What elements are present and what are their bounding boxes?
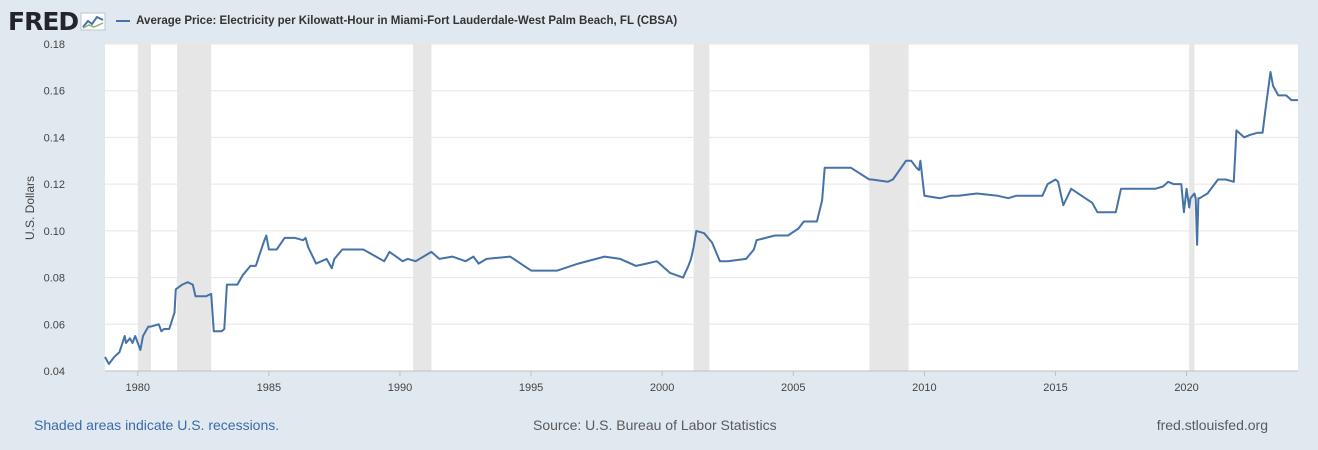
legend-swatch [116, 20, 131, 22]
legend-series-label: Average Price: Electricity per Kilowatt-… [136, 15, 678, 27]
axes: 0.04 0.06 0.08 0.10 0.12 0.14 0.16 0.18 1980 1985… [44, 39, 1298, 394]
recession-band-3 [693, 44, 710, 371]
site-url[interactable]: fred.stlouisfed.org [1156, 417, 1268, 433]
recession-band-5 [1189, 44, 1195, 371]
series-line-0 [104, 71, 1298, 365]
fred-logo-chart-icon [80, 12, 106, 31]
y-tick-label: 0.06 [44, 319, 65, 331]
x-tick-label: 2005 [781, 382, 805, 394]
x-tick-label: 1990 [388, 382, 412, 394]
y-axis-label: U.S. Dollars [23, 176, 37, 240]
x-tick-label: 2015 [1043, 382, 1067, 394]
gridlines [105, 43, 1298, 325]
y-tick-label: 0.14 [44, 132, 65, 144]
fred-logo-text: FRED [8, 6, 79, 36]
x-tick-label: 2020 [1174, 382, 1198, 394]
x-tick-label: 2010 [912, 382, 936, 394]
x-tick-label: 1995 [519, 382, 543, 394]
recession-shading [137, 44, 1195, 371]
recession-band-0 [137, 44, 151, 371]
x-tick-label: 1980 [126, 382, 150, 394]
x-tick-label: 1985 [257, 382, 281, 394]
chart-legend: Average Price: Electricity per Kilowatt-… [116, 15, 677, 27]
series-layer [104, 71, 1298, 365]
chart-header: FRED Average Price: Electricity per Kilo… [8, 6, 677, 36]
x-tick-label: 2000 [650, 382, 674, 394]
recession-band-2 [413, 44, 432, 371]
recession-note[interactable]: Shaded areas indicate U.S. recessions. [34, 417, 280, 433]
y-tick-label: 0.12 [44, 179, 65, 191]
y-tick-label: 0.04 [44, 366, 65, 378]
y-tick-label: 0.18 [44, 39, 65, 51]
chart-area: 0.04 0.06 0.08 0.10 0.12 0.14 0.16 0.18 1980 1985… [23, 39, 1298, 394]
fred-logo[interactable]: FRED [8, 7, 106, 36]
y-tick-label: 0.10 [44, 226, 65, 238]
y-tick-label: 0.16 [44, 86, 65, 98]
y-tick-label: 0.08 [44, 273, 65, 285]
recession-band-1 [177, 44, 212, 371]
recession-band-4 [869, 44, 909, 371]
source-note: Source: U.S. Bureau of Labor Statistics [533, 417, 777, 433]
